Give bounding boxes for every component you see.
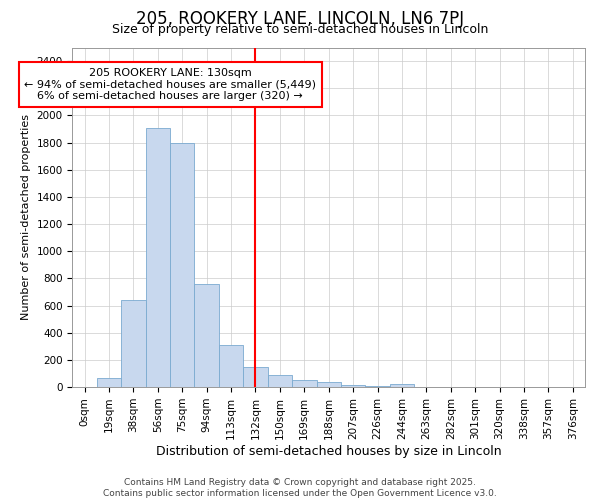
- Text: 205 ROOKERY LANE: 130sqm
← 94% of semi-detached houses are smaller (5,449)
6% of: 205 ROOKERY LANE: 130sqm ← 94% of semi-d…: [24, 68, 316, 101]
- Bar: [365, 386, 390, 387]
- Text: 205, ROOKERY LANE, LINCOLN, LN6 7PJ: 205, ROOKERY LANE, LINCOLN, LN6 7PJ: [136, 10, 464, 28]
- Text: Contains HM Land Registry data © Crown copyright and database right 2025.
Contai: Contains HM Land Registry data © Crown c…: [103, 478, 497, 498]
- Bar: [97, 378, 121, 387]
- Bar: [317, 382, 341, 387]
- Bar: [292, 380, 317, 387]
- Bar: [243, 366, 268, 387]
- Bar: [268, 375, 292, 387]
- X-axis label: Distribution of semi-detached houses by size in Lincoln: Distribution of semi-detached houses by …: [156, 444, 502, 458]
- Bar: [170, 142, 194, 387]
- Bar: [219, 345, 243, 387]
- Bar: [146, 128, 170, 387]
- Bar: [121, 300, 146, 387]
- Text: Size of property relative to semi-detached houses in Lincoln: Size of property relative to semi-detach…: [112, 22, 488, 36]
- Bar: [341, 385, 365, 387]
- Bar: [194, 284, 219, 387]
- Y-axis label: Number of semi-detached properties: Number of semi-detached properties: [21, 114, 31, 320]
- Bar: [390, 384, 414, 387]
